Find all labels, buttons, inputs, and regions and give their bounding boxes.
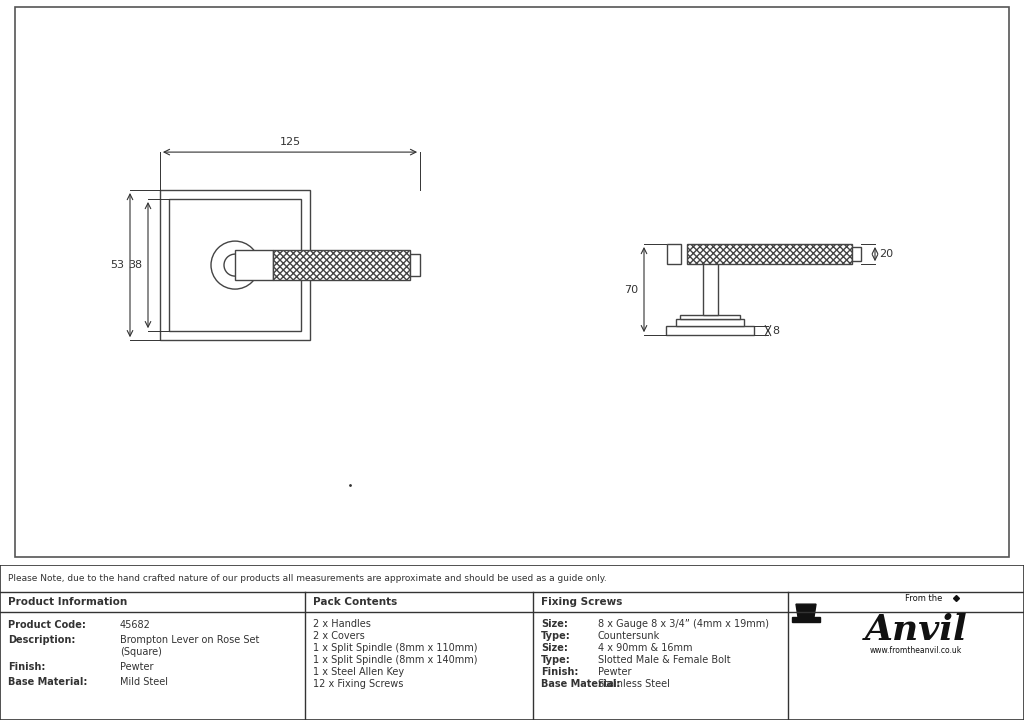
Bar [676, 319, 744, 326]
Text: Type:: Type: [541, 631, 570, 641]
Text: Stainless Steel: Stainless Steel [598, 679, 670, 689]
Text: 1 x Split Spindle (8mm x 110mm): 1 x Split Spindle (8mm x 110mm) [313, 643, 477, 653]
Bar [169, 199, 301, 331]
Polygon shape [796, 604, 816, 617]
Text: 125: 125 [280, 137, 301, 147]
Text: Anvil: Anvil [864, 613, 968, 647]
Text: Brompton Lever on Rose Set: Brompton Lever on Rose Set [120, 635, 259, 645]
Text: Size:: Size: [541, 643, 568, 653]
Text: Finish:: Finish: [541, 667, 579, 677]
Text: 8 x Gauge 8 x 3/4” (4mm x 19mm): 8 x Gauge 8 x 3/4” (4mm x 19mm) [598, 619, 769, 629]
Text: 70: 70 [624, 284, 638, 294]
Circle shape [224, 254, 246, 276]
Text: Base Material:: Base Material: [541, 679, 621, 689]
Circle shape [211, 241, 259, 289]
Text: Pewter: Pewter [598, 667, 632, 677]
Text: www.fromtheanvil.co.uk: www.fromtheanvil.co.uk [869, 646, 963, 654]
Bar [160, 190, 310, 340]
Text: Product Code:: Product Code: [8, 620, 86, 630]
Text: Product Information: Product Information [8, 597, 127, 607]
Text: (Square): (Square) [120, 647, 162, 657]
Text: Pewter: Pewter [120, 662, 154, 672]
Bar [692, 247, 728, 263]
Bar [687, 244, 852, 264]
Text: 4 x 90mm & 16mm: 4 x 90mm & 16mm [598, 643, 692, 653]
Text: Base Material:: Base Material: [8, 677, 87, 687]
Text: 53: 53 [110, 260, 124, 270]
Text: 2 x Covers: 2 x Covers [313, 631, 365, 641]
Bar [410, 254, 420, 276]
Text: 20: 20 [879, 249, 893, 259]
Text: Mild Steel: Mild Steel [120, 677, 168, 687]
Bar [667, 244, 681, 264]
Text: Description:: Description: [8, 635, 76, 645]
Text: 1 x Split Spindle (8mm x 140mm): 1 x Split Spindle (8mm x 140mm) [313, 655, 477, 665]
Text: 1 x Steel Allen Key: 1 x Steel Allen Key [313, 667, 404, 677]
Bar [666, 326, 754, 335]
Text: Countersunk: Countersunk [598, 631, 660, 641]
Text: 38: 38 [128, 260, 142, 270]
Text: Slotted Male & Female Bolt: Slotted Male & Female Bolt [598, 655, 731, 665]
Text: Size:: Size: [541, 619, 568, 629]
Text: Pack Contents: Pack Contents [313, 597, 397, 607]
Bar [792, 617, 820, 622]
Text: 45682: 45682 [120, 620, 151, 630]
Text: Type:: Type: [541, 655, 570, 665]
Bar [680, 315, 740, 319]
Bar [703, 263, 718, 315]
Text: Fixing Screws: Fixing Screws [541, 597, 623, 607]
Text: From the: From the [905, 594, 943, 603]
Text: 2 x Handles: 2 x Handles [313, 619, 371, 629]
Bar [273, 250, 410, 280]
Text: Finish:: Finish: [8, 662, 45, 672]
Text: 8: 8 [772, 325, 779, 336]
Bar [852, 247, 861, 261]
Text: Please Note, due to the hand crafted nature of our products all measurements are: Please Note, due to the hand crafted nat… [8, 574, 607, 583]
Text: 12 x Fixing Screws: 12 x Fixing Screws [313, 679, 403, 689]
Bar [234, 250, 273, 280]
